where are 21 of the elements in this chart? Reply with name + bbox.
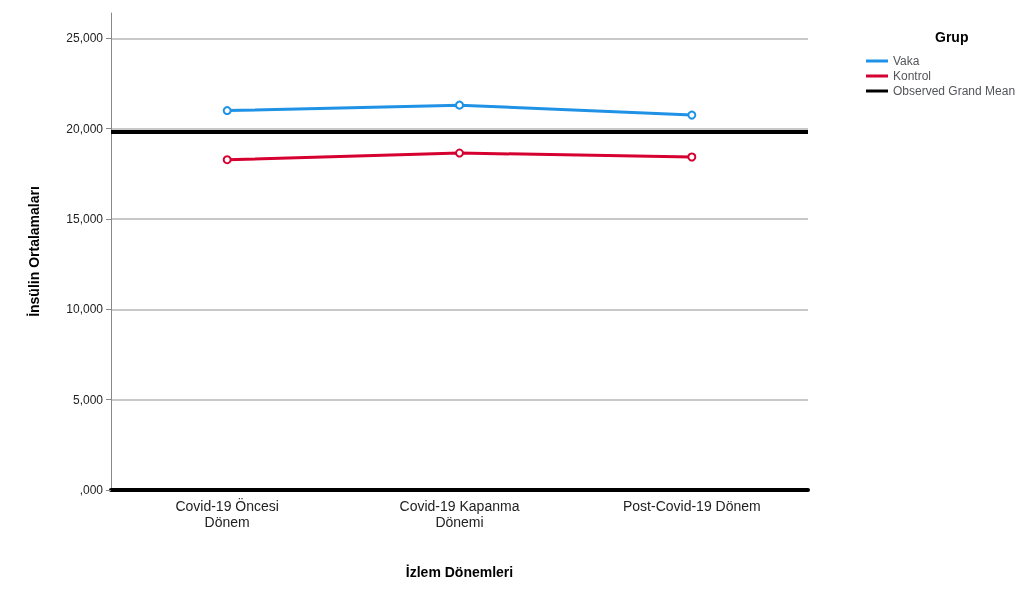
x-tick-label: Covid-19 Öncesi Dönem bbox=[175, 497, 279, 530]
x-tick-label: Covid-19 Kapanma Dönemi bbox=[399, 498, 520, 530]
y-tick-label: 25,000 bbox=[66, 31, 104, 46]
point bbox=[687, 152, 697, 162]
legend-title: Grup bbox=[935, 29, 969, 45]
point bbox=[455, 100, 464, 110]
point bbox=[687, 110, 697, 120]
point bbox=[455, 148, 464, 158]
x-axis-title: İzlem Dönemleri bbox=[405, 564, 514, 580]
legend-label: Observed Grand Mean bbox=[893, 84, 1016, 98]
y-axis-title: İnsülin Ortalamaları bbox=[26, 186, 42, 317]
y-tick-label: ,000 bbox=[79, 483, 104, 497]
x-tick-label: Post-Covid-19 Dönem bbox=[622, 498, 761, 514]
point bbox=[222, 155, 232, 165]
y-tick-label: 20,000 bbox=[66, 121, 104, 136]
legend-label: Kontrol bbox=[893, 69, 932, 83]
point bbox=[222, 106, 232, 116]
legend-label: Vaka bbox=[893, 54, 920, 68]
y-tick-label: 5,000 bbox=[72, 392, 104, 407]
y-tick-label: 15,000 bbox=[66, 211, 104, 226]
y-tick-label: 10,000 bbox=[66, 302, 104, 317]
